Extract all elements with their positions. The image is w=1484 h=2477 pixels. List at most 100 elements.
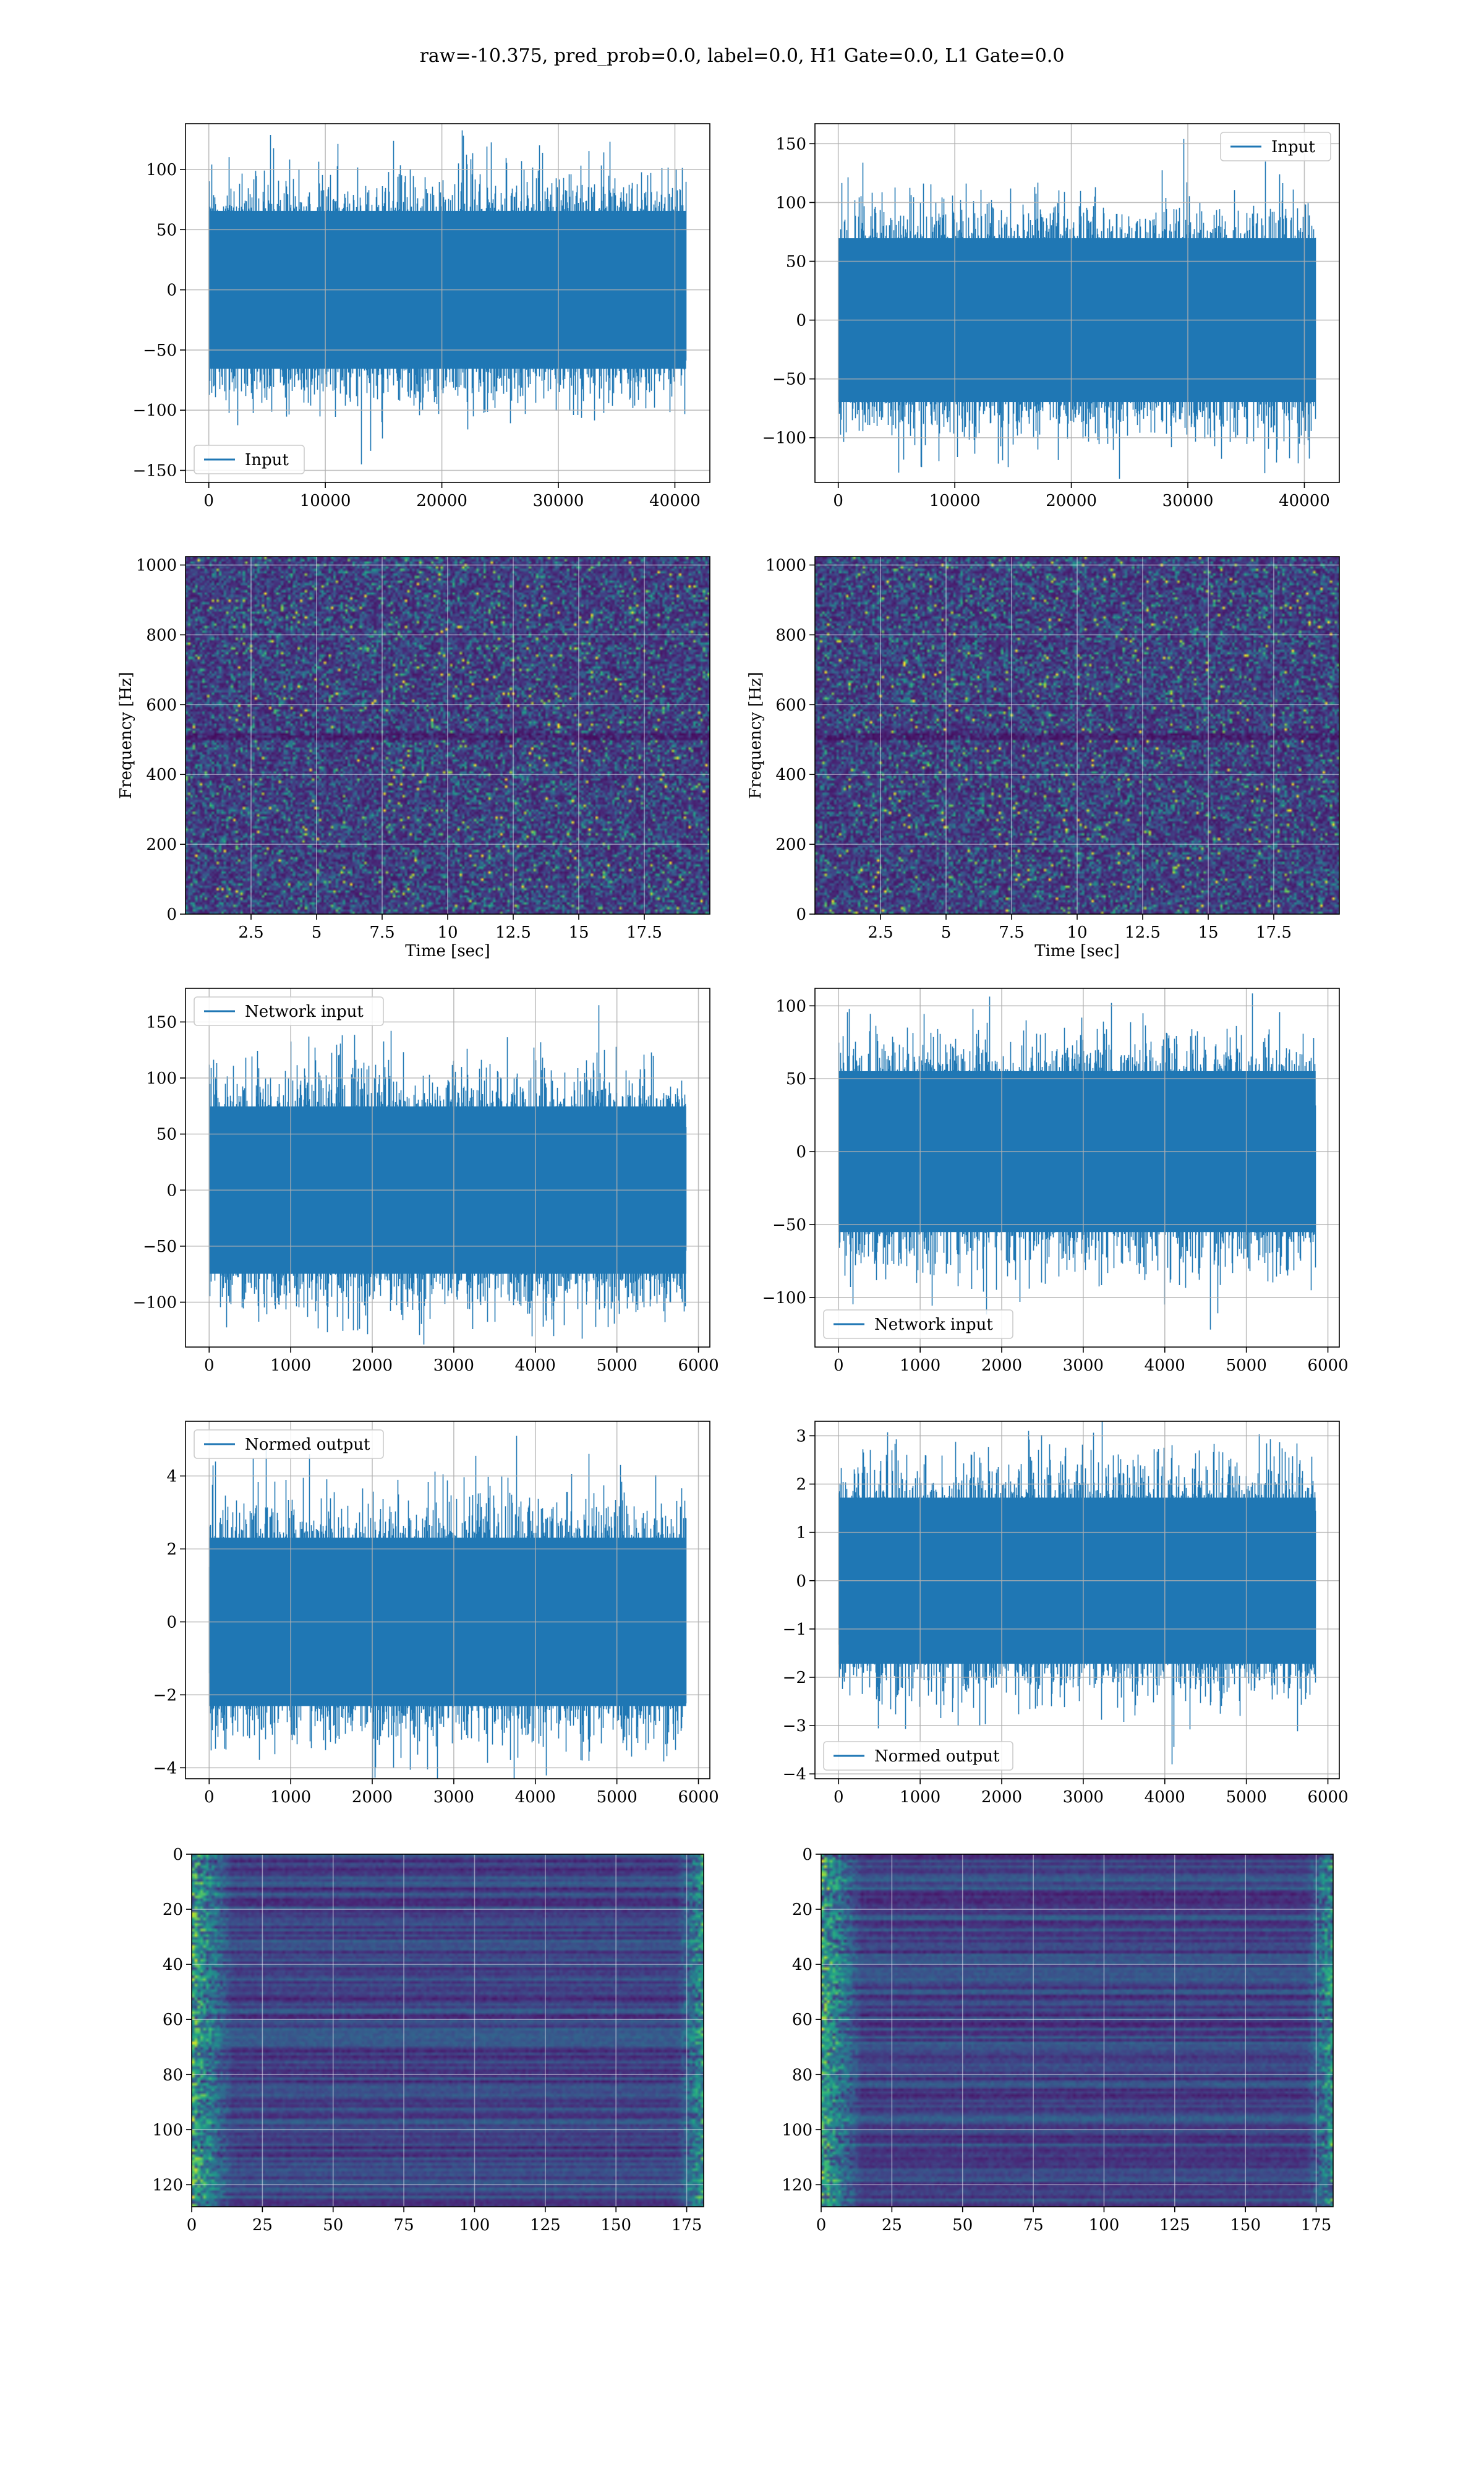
- legend-label: Normed output: [245, 1435, 370, 1454]
- x-tick-label: 75: [1023, 2216, 1044, 2235]
- x-tick-label: 12.5: [1125, 923, 1161, 942]
- legend: Network input: [823, 1309, 1013, 1339]
- x-tick-label: 2000: [981, 1356, 1022, 1375]
- x-tick-label: 2.5: [238, 923, 263, 942]
- grid-lines: [815, 1421, 1339, 1779]
- subplot-r2-c1: 2.5 5 7.5 10 12.5 15 17.5 0 200 400 600 800 1000 Time…: [117, 556, 710, 960]
- legend: Input: [194, 445, 305, 474]
- x-tick-label: 150: [1230, 2216, 1261, 2235]
- x-tick-label: 100: [459, 2216, 490, 2235]
- legend-label: Input: [245, 451, 289, 469]
- x-tick-label: 6000: [1307, 1356, 1348, 1375]
- y-tick-label: 4: [166, 1467, 177, 1486]
- y-tick-label: 120: [152, 2176, 183, 2194]
- subplot-r4-c2: 0 1000 2000 3000 4000 5000 6000 −4 −3 −2 −1 0 1 2 3 Nor…: [783, 1421, 1349, 1807]
- y-tick-label: 200: [146, 836, 177, 854]
- subplot-r2-c2: 2.5 5 7.5 10 12.5 15 17.5 0 200 400 600 800 1000 Time…: [746, 556, 1340, 960]
- plot-area: [815, 557, 1339, 914]
- spectrogram-image: [186, 557, 710, 914]
- x-tick-label: 175: [1301, 2216, 1332, 2235]
- y-tick-label: 20: [163, 1901, 183, 1919]
- x-tick-label: 4000: [1145, 1788, 1185, 1807]
- y-tick-label: −50: [772, 1216, 806, 1234]
- x-tick-label: 2000: [352, 1356, 393, 1375]
- y-tick-label: 3: [796, 1427, 806, 1445]
- y-tick-label: −50: [143, 341, 177, 360]
- y-tick-label: −100: [762, 429, 806, 448]
- y-tick-label: 60: [163, 2011, 183, 2029]
- legend: Input: [1220, 132, 1331, 161]
- legend-label: Normed output: [874, 1747, 1000, 1766]
- x-tick-label: 175: [672, 2216, 702, 2235]
- x-axis-label: Time [sec]: [1034, 942, 1120, 960]
- y-tick-label: 0: [166, 281, 177, 300]
- legend-label: Network input: [874, 1316, 993, 1334]
- x-tick-label: 0: [834, 1788, 844, 1807]
- grid-lines: [186, 124, 710, 482]
- y-tick-label: 100: [146, 1069, 177, 1088]
- spectrogram-image: [815, 557, 1339, 914]
- x-tick-label: 100: [1089, 2216, 1120, 2235]
- x-tick-label: 5: [312, 923, 322, 942]
- x-tick-label: 17.5: [1256, 923, 1292, 942]
- y-tick-label: 400: [146, 766, 177, 784]
- x-tick-label: 30000: [1162, 492, 1214, 510]
- y-tick-label: 1000: [136, 557, 177, 575]
- y-tick-label: 100: [782, 2121, 812, 2139]
- x-tick-label: 50: [323, 2216, 343, 2235]
- x-tick-label: 4000: [515, 1356, 556, 1375]
- x-tick-label: 40000: [649, 492, 701, 510]
- x-tick-label: 5000: [1226, 1788, 1267, 1807]
- x-tick-label: 20000: [1046, 492, 1097, 510]
- y-tick-label: 60: [792, 2011, 812, 2029]
- y-tick-label: 2: [796, 1476, 806, 1494]
- y-tick-label: 0: [796, 1143, 806, 1161]
- y-tick-label: 100: [775, 997, 806, 1016]
- x-tick-label: 0: [816, 2216, 827, 2235]
- x-tick-label: 30000: [533, 492, 584, 510]
- grid-lines: [186, 1421, 710, 1779]
- y-tick-label: 800: [775, 626, 806, 644]
- x-tick-label: 15: [1198, 923, 1218, 942]
- x-tick-label: 25: [252, 2216, 273, 2235]
- y-tick-label: 80: [792, 2066, 812, 2084]
- x-tick-label: 3000: [433, 1788, 474, 1807]
- y-tick-label: −100: [133, 401, 177, 420]
- y-tick-label: 120: [782, 2176, 812, 2194]
- grid-lines: [815, 557, 1339, 914]
- y-tick-label: 200: [775, 836, 806, 854]
- x-tick-label: 1000: [270, 1356, 311, 1375]
- x-tick-label: 6000: [1307, 1788, 1348, 1807]
- x-tick-label: 5000: [597, 1788, 638, 1807]
- legend-label: Input: [1271, 138, 1315, 156]
- x-tick-label: 40000: [1279, 492, 1330, 510]
- subplot-r1-c2: 0 10000 20000 30000 40000 −100 −50 0 50 100 150 Inp…: [762, 123, 1340, 510]
- x-tick-label: 12.5: [495, 923, 531, 942]
- y-tick-label: −4: [783, 1765, 806, 1784]
- subplot-r5-c2: 0 25 50 75 100 125 150 175 0 20 40 60 80 100 120: [782, 1846, 1334, 2235]
- y-tick-label: 50: [786, 252, 806, 271]
- plot-area: [192, 1854, 704, 2207]
- x-tick-label: 125: [530, 2216, 561, 2235]
- x-tick-label: 125: [1159, 2216, 1190, 2235]
- subplot-grid: 0 10000 20000 30000 40000−150−100−50050100In…: [117, 123, 1349, 2235]
- subplot-r3-c1: 0 1000 2000 3000 4000 5000 6000 −100 −50 0 50 100 15…: [133, 988, 719, 1375]
- y-tick-label: −2: [153, 1686, 177, 1705]
- figure-suptitle: raw=-10.375, pred_prob=0.0, label=0.0, H…: [420, 45, 1065, 67]
- legend: Normed output: [823, 1741, 1013, 1771]
- y-tick-label: 0: [796, 312, 806, 330]
- y-tick-label: 800: [146, 626, 177, 644]
- x-tick-label: 3000: [1063, 1356, 1104, 1375]
- grid-lines: [186, 557, 710, 914]
- y-tick-label: −50: [772, 370, 806, 389]
- x-tick-label: 10000: [929, 492, 981, 510]
- x-tick-label: 4000: [1145, 1356, 1185, 1375]
- y-tick-label: 2: [166, 1540, 177, 1559]
- y-tick-label: 0: [166, 1613, 177, 1632]
- x-tick-label: 0: [834, 1356, 844, 1375]
- axes-frame: [814, 1421, 1340, 1779]
- x-tick-label: 25: [882, 2216, 902, 2235]
- x-tick-label: 75: [394, 2216, 414, 2235]
